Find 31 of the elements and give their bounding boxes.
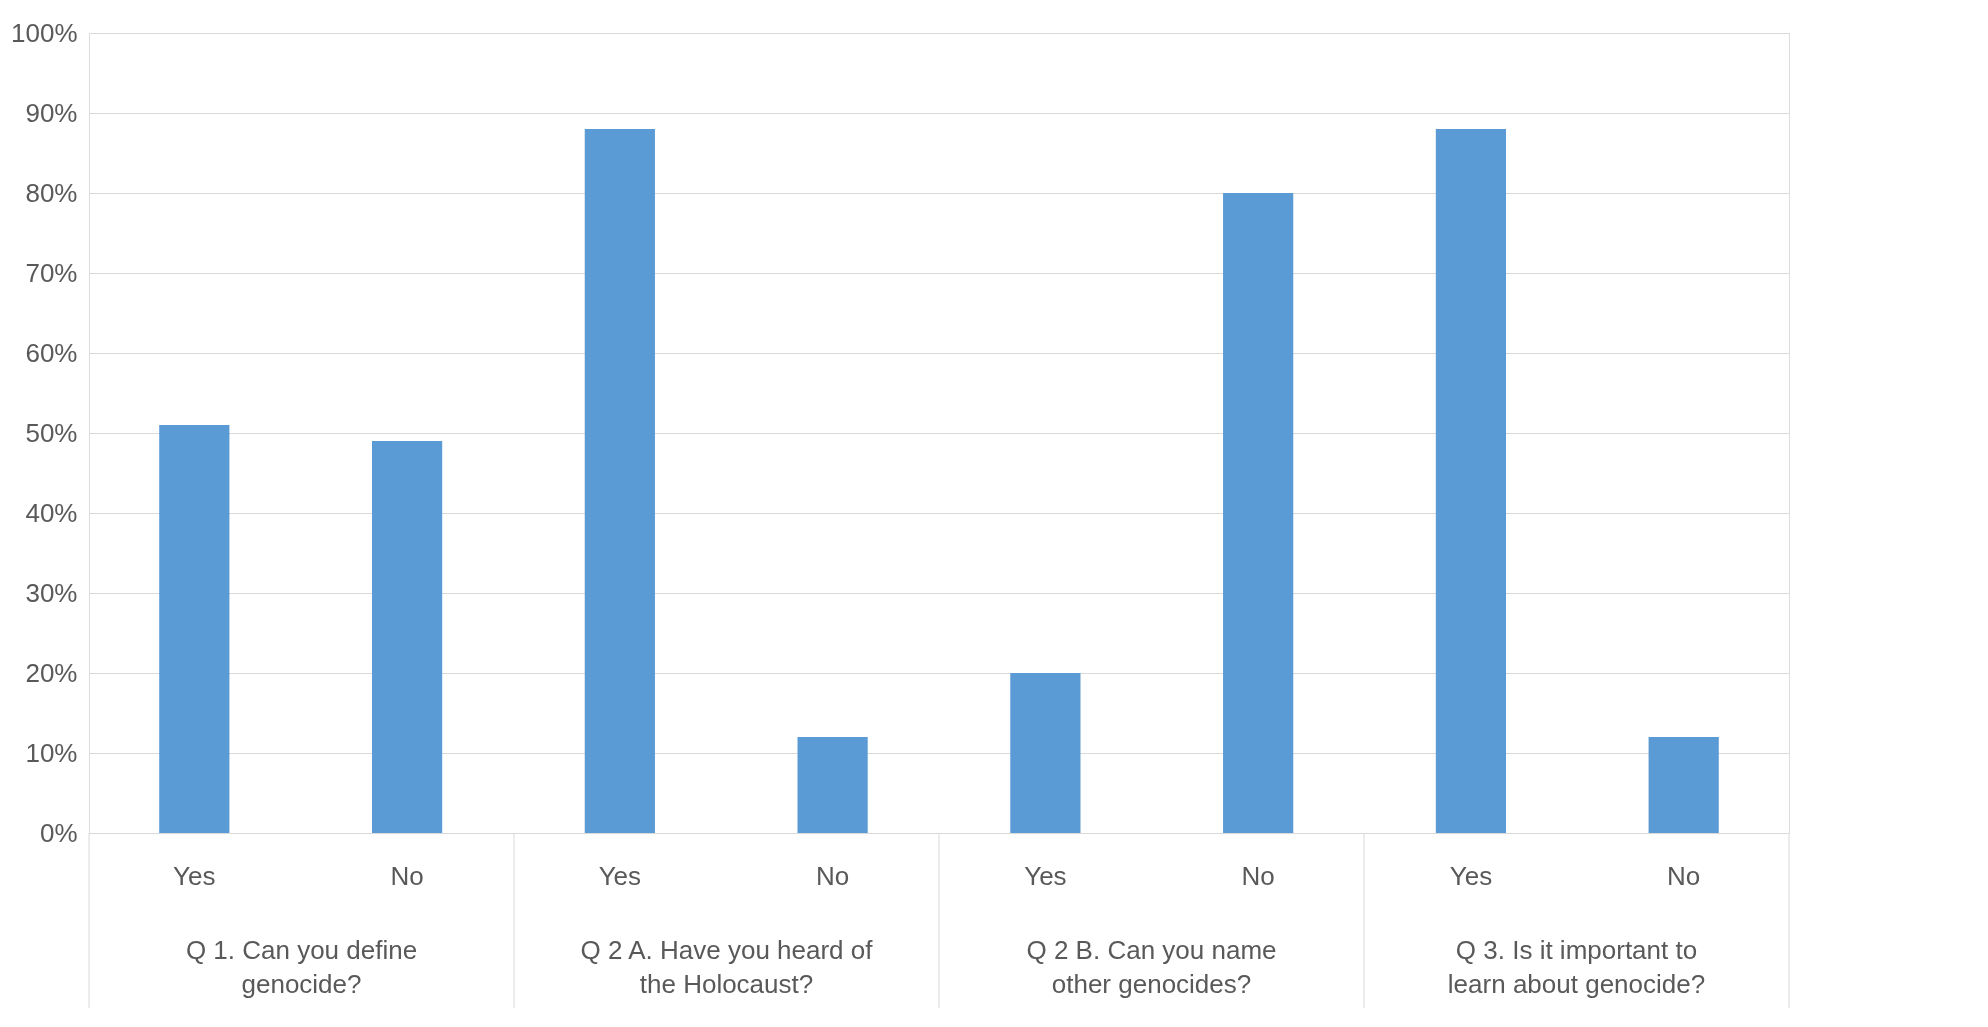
bar [1010, 673, 1081, 833]
text: Q 1. Can you define genocide? [185, 935, 418, 999]
x-tick-label: No [815, 860, 850, 891]
bar [159, 425, 230, 833]
text: Q 2 A. Have you heard of the Holocaust? [580, 935, 874, 999]
bar [584, 129, 655, 833]
x-tick-label: Yes [1449, 860, 1493, 891]
y-tick-label: 90% [25, 97, 78, 128]
y-tick-label: 100% [11, 17, 78, 48]
x-tick-label: No [1241, 860, 1275, 891]
text: Q 2 B. Can you name other genocides? [1026, 935, 1277, 999]
y-tick-label: 10% [25, 737, 78, 768]
y-tick-label: 30% [25, 577, 78, 608]
x-tick-label: No [1667, 860, 1701, 891]
bar [1648, 737, 1719, 833]
bar [1223, 193, 1294, 833]
y-tick-label: 20% [25, 657, 78, 688]
y-tick-label: 70% [25, 257, 78, 288]
bar [371, 441, 443, 833]
y-tick-label: 40% [25, 497, 78, 528]
x-tick-label: Yes [598, 860, 642, 891]
bar [797, 737, 868, 833]
bar [1435, 129, 1507, 833]
y-tick-label: 0% [39, 817, 78, 848]
x-tick-label: Yes [173, 860, 216, 891]
text: Q 3. Is it important to learn about genocide? [1447, 935, 1706, 999]
y-tick-label: 80% [25, 177, 78, 208]
y-tick-label: 60% [25, 337, 78, 368]
x-tick-label: No [390, 860, 424, 891]
x-tick-label: Yes [1024, 860, 1067, 891]
y-tick-label: 50% [25, 417, 78, 448]
